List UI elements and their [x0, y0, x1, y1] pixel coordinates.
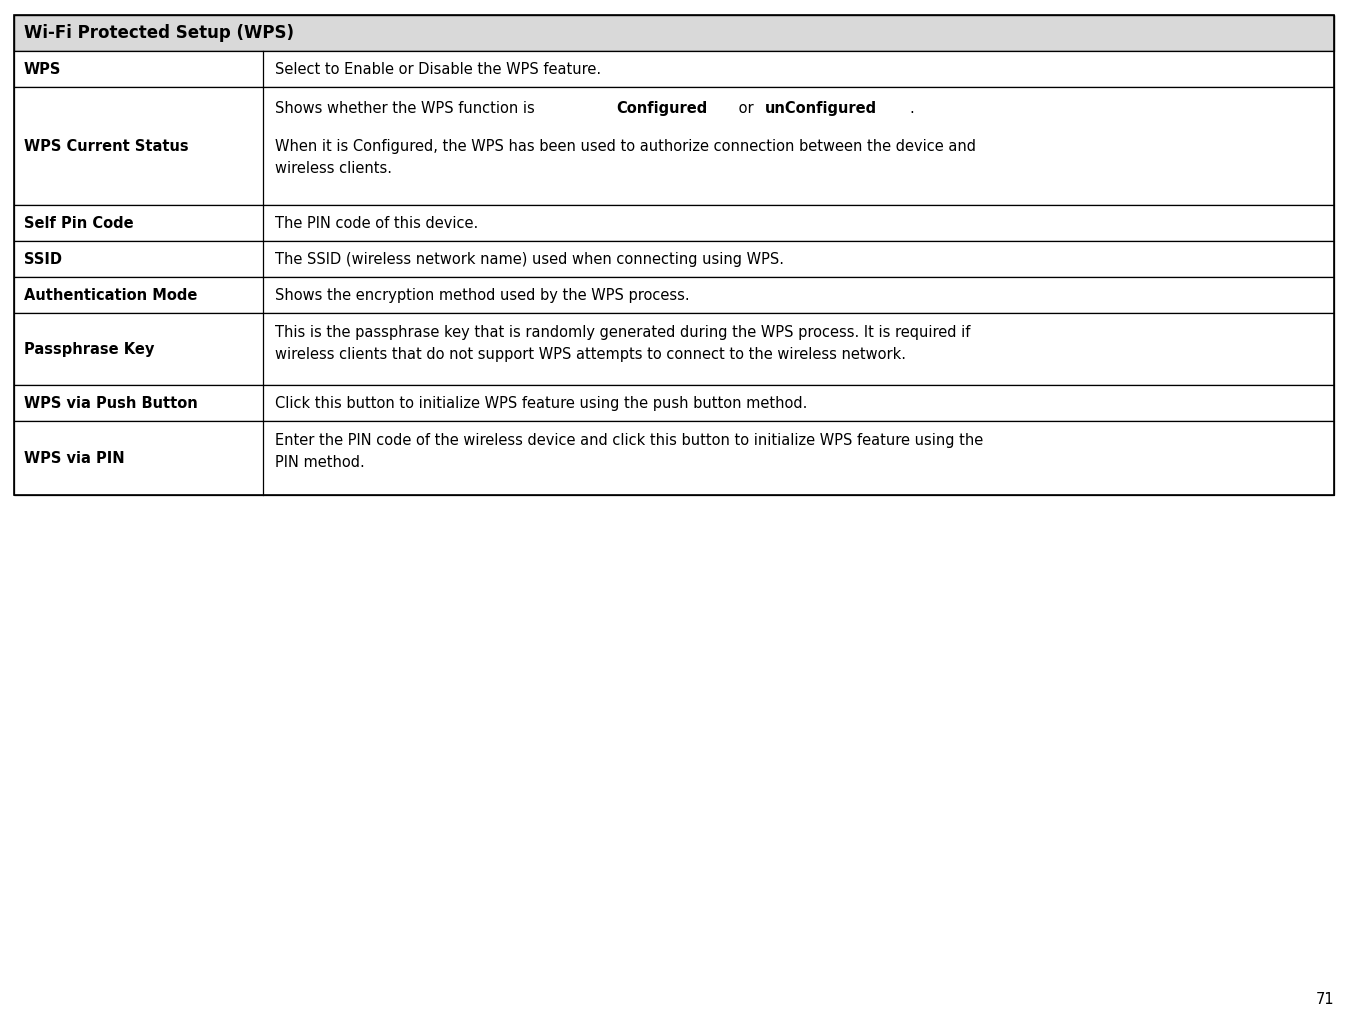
Text: WPS via Push Button: WPS via Push Button [24, 396, 198, 410]
Text: Shows whether the WPS function is: Shows whether the WPS function is [275, 102, 539, 116]
Text: Self Pin Code: Self Pin Code [24, 215, 133, 230]
Text: 71: 71 [1316, 992, 1335, 1007]
Bar [13, 15, 1335, 51]
Bar [13, 15, 1335, 495]
Text: Wi-Fi Protected Setup (WPS): Wi-Fi Protected Setup (WPS) [24, 24, 294, 42]
Bar [13, 277, 1335, 313]
Text: WPS: WPS [24, 62, 62, 76]
Text: Enter the PIN code of the wireless device and click this button to initialize WP: Enter the PIN code of the wireless devic… [275, 433, 983, 470]
Bar [13, 313, 1335, 385]
Text: This is the passphrase key that is randomly generated during the WPS process. It: This is the passphrase key that is rando… [275, 325, 971, 361]
Bar [13, 385, 1335, 421]
Text: Click this button to initialize WPS feature using the push button method.: Click this button to initialize WPS feat… [275, 396, 807, 410]
Text: Configured: Configured [616, 102, 708, 116]
Text: Shows the encryption method used by the WPS process.: Shows the encryption method used by the … [275, 287, 690, 302]
Text: or: or [733, 102, 758, 116]
Text: When it is Configured, the WPS has been used to authorize connection between the: When it is Configured, the WPS has been … [275, 139, 976, 176]
Text: WPS Current Status: WPS Current Status [24, 138, 189, 153]
Bar [13, 87, 1335, 205]
Text: The SSID (wireless network name) used when connecting using WPS.: The SSID (wireless network name) used wh… [275, 252, 785, 267]
Bar [13, 421, 1335, 495]
Text: SSID: SSID [24, 252, 62, 267]
Text: Select to Enable or Disable the WPS feature.: Select to Enable or Disable the WPS feat… [275, 62, 601, 76]
Text: WPS via PIN: WPS via PIN [24, 451, 124, 466]
Bar [13, 241, 1335, 277]
Text: The PIN code of this device.: The PIN code of this device. [275, 215, 479, 230]
Text: Authentication Mode: Authentication Mode [24, 287, 197, 302]
Text: .: . [910, 102, 914, 116]
Bar [13, 51, 1335, 87]
Text: unConfigured: unConfigured [766, 102, 878, 116]
Bar [13, 205, 1335, 241]
Text: Passphrase Key: Passphrase Key [24, 341, 155, 356]
